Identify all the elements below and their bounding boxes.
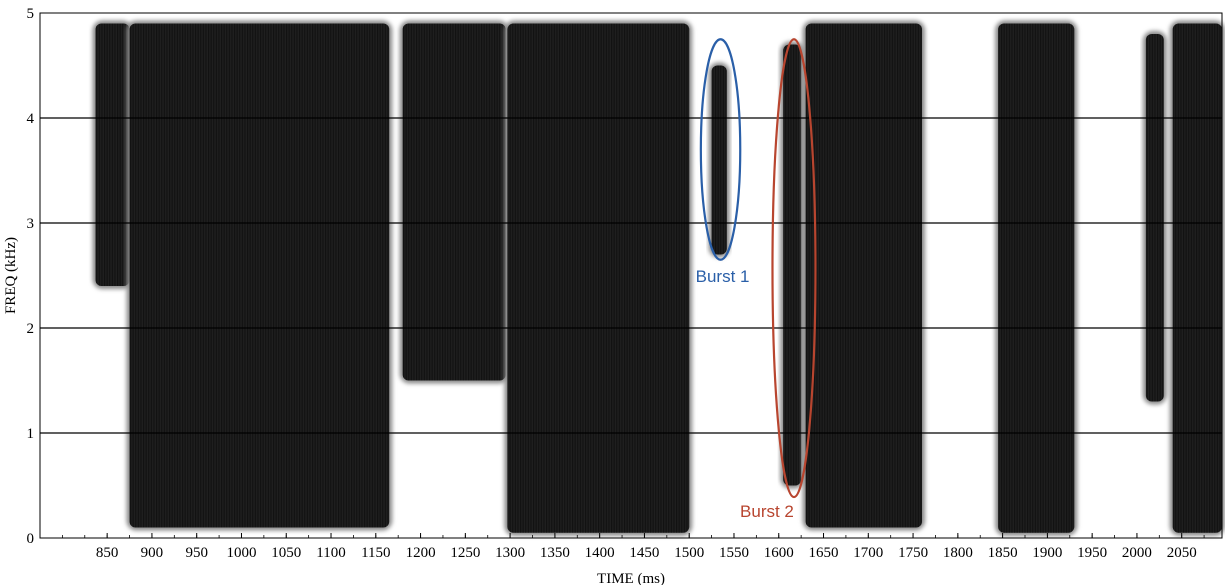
burst-2-label: Burst 2: [740, 502, 794, 521]
x-tick-label: 1200: [406, 545, 436, 561]
x-tick-label: 1700: [853, 545, 883, 561]
energy-region: [504, 20, 693, 536]
x-tick-label: 1300: [495, 545, 525, 561]
x-tick-label: 1250: [450, 545, 480, 561]
energy-region: [399, 20, 509, 384]
annotations: Burst 1 Burst 2: [696, 38, 817, 521]
grid-lines: [40, 117, 1222, 434]
burst-1-label: Burst 1: [696, 267, 750, 286]
energy-region-striations: [711, 65, 727, 255]
energy-region-striations: [129, 23, 390, 528]
x-tick-label: 1850: [988, 545, 1018, 561]
x-tick-label: 1950: [1077, 545, 1107, 561]
energy-region: [1169, 20, 1225, 536]
energy-region-striations: [998, 23, 1075, 533]
plot-border: [39, 12, 1223, 539]
y-axis-label: FREQ (kHz): [3, 237, 19, 314]
x-tick-label: 1800: [943, 545, 973, 561]
x-tick-label: 1900: [1032, 545, 1062, 561]
burst-1-ellipse: [699, 38, 742, 261]
x-tick-label: 1600: [764, 545, 794, 561]
energy-region-striations: [1172, 23, 1222, 533]
energy-region: [92, 20, 133, 289]
x-tick-label: 1750: [898, 545, 928, 561]
x-tick-label: 1100: [316, 545, 345, 561]
x-tick-label: 1400: [585, 545, 615, 561]
y-tick-label: 2: [27, 321, 35, 337]
plot-frame: [39, 12, 1223, 539]
x-tick-label: 1000: [226, 545, 256, 561]
x-tick-label: 1050: [271, 545, 301, 561]
y-axis-ticks: 0 1 2 3 4 5: [27, 6, 45, 547]
x-tick-label: 2050: [1167, 545, 1197, 561]
x-tick-label: 1650: [809, 545, 839, 561]
energy-region-striations: [783, 44, 802, 486]
energy-region-striations: [507, 23, 690, 533]
y-tick-label: 0: [27, 531, 35, 547]
energy-region: [708, 62, 730, 258]
energy-region: [126, 20, 393, 531]
x-tick-label: 1550: [719, 545, 749, 561]
x-tick-label: 2000: [1122, 545, 1152, 561]
energy-region: [802, 20, 926, 531]
y-tick-label: 3: [27, 216, 35, 232]
energy-region-striations: [805, 23, 923, 528]
energy-region: [780, 41, 805, 489]
x-tick-label: 1350: [540, 545, 570, 561]
x-tick-label: 950: [185, 545, 208, 561]
y-tick-label: 5: [27, 6, 35, 22]
burst-2-ellipse: [771, 38, 817, 499]
x-axis-ticks: 850 900 950 1000 1050 1100 1150 1200 1250 1300 135…: [61, 533, 1205, 561]
x-axis-label: TIME (ms): [597, 571, 665, 585]
energy-regions: [92, 20, 1225, 536]
energy-region-striations: [95, 23, 130, 286]
y-tick-label: 4: [27, 111, 35, 127]
energy-region: [1142, 31, 1167, 405]
x-tick-label: 850: [96, 545, 119, 561]
y-tick-label: 1: [27, 426, 35, 442]
x-tick-label: 900: [141, 545, 164, 561]
energy-region-striations: [402, 23, 506, 381]
energy-region-striations: [1145, 34, 1164, 402]
energy-region: [995, 20, 1078, 536]
x-tick-label: 1500: [674, 545, 704, 561]
x-tick-label: 1150: [361, 545, 390, 561]
x-tick-label: 1450: [629, 545, 659, 561]
